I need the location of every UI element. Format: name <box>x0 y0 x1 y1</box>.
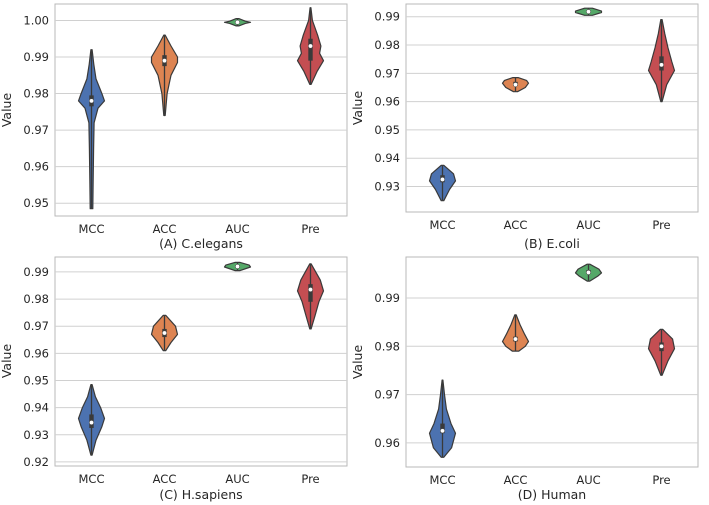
plot-frame <box>54 3 348 217</box>
y-tick-label: 0.92 <box>23 455 49 469</box>
x-tick-label: Pre <box>301 472 319 486</box>
violin-median-point <box>659 343 664 349</box>
y-tick-label: 0.96 <box>23 346 49 360</box>
x-tick-label: AUC <box>225 222 249 236</box>
panel-e-coli: 0.93 0.94 0.95 0.96 0.97 0.98 0.99 MCC ACC AUC Pre… <box>350 3 699 251</box>
y-tick-label: 0.93 <box>374 180 400 194</box>
violin-median-point <box>235 264 240 269</box>
y-axis-label: Value <box>0 344 14 379</box>
violin-median-point <box>440 428 445 434</box>
violin-iqr-box <box>308 284 313 302</box>
x-tick-label: AUC <box>225 472 249 486</box>
y-tick-label: 0.94 <box>23 401 49 415</box>
y-tick-label: 0.93 <box>23 428 49 442</box>
panel-h-sapiens: 0.92 0.93 0.94 0.95 0.96 0.97 0.98 0.99 MCC ACC AU… <box>0 256 348 502</box>
x-tick-label: MCC <box>430 218 456 232</box>
x-axis-label: (D) Human <box>518 487 586 502</box>
y-tick-label: 0.97 <box>23 319 49 333</box>
plot-frame <box>405 3 699 213</box>
x-axis-label: (C) H.sapiens <box>159 487 242 502</box>
x-tick-label: ACC <box>153 472 177 486</box>
plot-frame <box>405 256 699 468</box>
y-tick-label: 0.98 <box>23 292 49 306</box>
y-tick-label: 0.95 <box>23 196 49 210</box>
y-tick-label: 0.98 <box>374 38 400 52</box>
y-tick-label: 0.95 <box>23 374 49 388</box>
x-axis-label: (A) C.elegans <box>159 236 243 251</box>
y-tick-label: 0.96 <box>374 95 400 109</box>
y-tick-label: 0.97 <box>374 66 400 80</box>
panel-c-elegans: 0.95 0.96 0.97 0.98 0.99 1.00 MCC ACC AUC Pre Val… <box>0 3 348 251</box>
plot-frame <box>54 256 348 467</box>
y-tick-label: 0.99 <box>374 291 400 305</box>
y-tick-label: 0.96 <box>23 160 49 174</box>
y-tick-label: 0.98 <box>23 87 49 101</box>
violin-median-point <box>586 9 591 15</box>
x-tick-label: ACC <box>504 473 528 487</box>
x-tick-label: AUC <box>576 218 600 232</box>
x-axis-label: (B) E.coli <box>524 236 580 251</box>
violin-median-point <box>586 269 591 275</box>
y-tick-label: 0.98 <box>374 339 400 353</box>
x-tick-label: AUC <box>576 473 600 487</box>
violin-median-point <box>89 420 94 426</box>
panel-human: 0.96 0.97 0.98 0.99 MCC ACC AUC Pre Value (D) H… <box>350 256 699 502</box>
x-tick-label: Pre <box>301 222 319 236</box>
x-tick-label: Pre <box>652 218 670 232</box>
x-tick-label: MCC <box>430 473 456 487</box>
violin-median-point <box>89 98 94 104</box>
x-tick-label: MCC <box>79 472 105 486</box>
violin-median-point <box>659 62 664 68</box>
y-tick-label: 0.99 <box>374 10 400 24</box>
y-tick-label: 0.97 <box>23 123 49 137</box>
y-tick-label: 0.94 <box>374 151 400 165</box>
violin-iqr-box <box>308 38 313 61</box>
violin-median-point <box>513 82 518 88</box>
y-axis-label: Value <box>350 345 365 380</box>
violin-median-point <box>308 287 313 293</box>
y-tick-label: 0.95 <box>374 123 400 137</box>
x-tick-label: Pre <box>652 473 670 487</box>
violin-median-point <box>308 43 313 49</box>
x-tick-label: ACC <box>153 222 177 236</box>
y-tick-label: 0.97 <box>374 388 400 402</box>
y-tick-label: 1.00 <box>23 13 49 27</box>
violin-median-point <box>162 330 167 336</box>
x-tick-label: ACC <box>504 218 528 232</box>
x-tick-label: MCC <box>79 222 105 236</box>
violin-median-point <box>440 177 445 182</box>
y-axis-label: Value <box>350 91 365 126</box>
violin-median-point <box>235 19 240 25</box>
y-axis-label: Value <box>0 93 14 128</box>
y-tick-label: 0.99 <box>23 265 49 279</box>
y-tick-label: 0.99 <box>23 50 49 64</box>
violin-median-point <box>162 58 167 64</box>
violin-median-point <box>513 336 518 342</box>
y-tick-label: 0.96 <box>374 436 400 450</box>
